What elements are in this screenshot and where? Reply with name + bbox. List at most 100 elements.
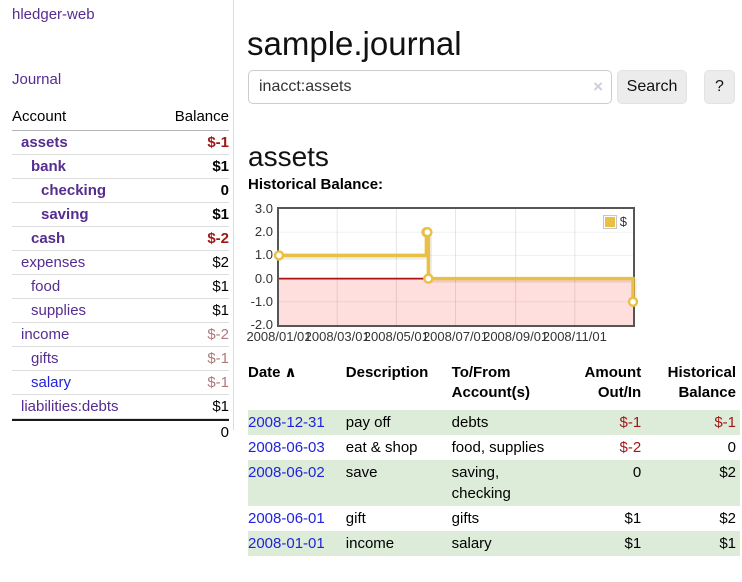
account-row-supplies[interactable]: supplies $1 [12,299,229,323]
search-form: × Search ? [248,70,735,104]
transaction-date-link[interactable]: 2008-06-01 [248,510,325,527]
account-balance: $1 [212,206,229,223]
account-balance: $-1 [207,350,229,367]
transaction-description: eat & shop [345,439,418,456]
account-balance: $1 [212,278,229,295]
account-balance: $-2 [207,326,229,343]
transaction-date-link[interactable]: 2008-06-02 [248,464,325,481]
transaction-balance: $2 [719,464,736,481]
account-link[interactable]: gifts [31,350,59,367]
account-balance: $-1 [207,374,229,391]
account-row-food[interactable]: food $1 [12,275,229,299]
account-row-salary[interactable]: salary $-1 [12,371,229,395]
transaction-date-link[interactable]: 2008-12-31 [248,414,325,431]
sort-ascending-icon: ∧ [284,364,297,381]
transaction-row[interactable]: 2008-06-03 eat & shop food, supplies $-2… [248,435,740,460]
description-column-header: Description [345,364,429,381]
x-tick-label: 2008/03/01 [304,329,370,344]
transaction-balance: $1 [719,535,736,552]
account-row-saving[interactable]: saving $1 [12,203,229,227]
transaction-accounts: gifts [451,510,480,527]
y-tick-label: 3.0 [254,201,273,216]
account-link[interactable]: saving [41,206,89,223]
transaction-accounts: saving, checking [451,464,511,502]
transaction-amount: $-1 [619,414,642,431]
app-brand-link[interactable]: hledger-web [12,6,95,23]
account-link[interactable]: cash [31,230,66,247]
transaction-amount: $1 [624,510,642,527]
account-row-gifts[interactable]: gifts $-1 [12,347,229,371]
account-balance: $1 [212,398,229,415]
account-link[interactable]: salary [31,374,72,391]
transaction-description: gift [345,510,366,527]
transaction-amount: $-2 [619,439,642,456]
account-link[interactable]: bank [31,158,67,175]
balance-column-header: Historical Balance [667,364,736,401]
account-row-assets[interactable]: assets $-1 [12,131,229,155]
transaction-row[interactable]: 2008-12-31 pay off debts $-1 $-1 [248,410,740,435]
x-tick-label: 2008/05/01 [363,329,429,344]
account-link[interactable]: liabilities:debts [21,398,119,415]
transaction-accounts: debts [451,414,489,431]
account-row-bank[interactable]: bank $1 [12,155,229,179]
account-balance-table: Account Balance assets $-1 bank $1 check… [12,105,229,444]
date-column-header[interactable]: Date ∧ [248,364,297,381]
transaction-date-link[interactable]: 2008-01-01 [248,535,325,552]
y-tick-label: -1.0 [250,293,273,309]
transaction-row[interactable]: 2008-06-02 save saving, checking 0 $2 [248,460,740,506]
legend-label: $ [619,214,627,229]
y-tick-label: 1.0 [254,247,273,263]
account-link[interactable]: expenses [21,254,86,271]
transaction-balance: $2 [719,510,736,527]
chart-legend: $ [600,213,629,230]
accounts-column-header: To/From Account(s) [451,364,530,401]
account-link[interactable]: assets [21,134,68,151]
balance-column-header: Balance [174,108,229,125]
account-row-income[interactable]: income $-2 [12,323,229,347]
chart-y-axis: 3.0 2.0 1.0 0.0 -1.0 -2.0 [245,201,273,348]
y-tick-label: -2.0 [250,317,273,332]
transaction-row[interactable]: 2008-06-01 gift gifts $1 $2 [248,506,740,531]
account-row-cash[interactable]: cash $-2 [12,227,229,251]
account-link[interactable]: supplies [31,302,87,319]
register-header-row: Date ∧ Description To/From Account(s) Amo… [248,362,740,410]
account-link[interactable]: food [31,278,61,295]
clear-search-icon[interactable]: × [593,77,603,96]
account-link[interactable]: income [21,326,70,343]
account-row-liabilities-debts[interactable]: liabilities:debts $1 [12,395,229,419]
chart-title: Historical Balance: [248,176,384,193]
account-balance: 0 [220,182,229,199]
transaction-balance: 0 [727,439,736,456]
account-column-header: Account [12,108,67,125]
accounts-total: 0 [12,419,229,444]
transaction-amount: 0 [632,464,642,481]
transaction-description: pay off [345,414,391,431]
y-tick-label: 2.0 [254,224,273,240]
historical-balance-chart: 3.0 2.0 1.0 0.0 -1.0 -2.0 $ 2008/01/01 2008/03… [245,201,642,348]
y-tick-label: 0.0 [254,270,273,286]
legend-swatch-icon [602,214,617,229]
x-tick-label: 2008/11/01 [542,329,607,344]
account-row-checking[interactable]: checking 0 [12,179,229,203]
chart-plot: $ [273,207,639,327]
register-table: Date ∧ Description To/From Account(s) Amo… [248,362,740,556]
transaction-row[interactable]: 2008-01-01 income salary $1 $1 [248,531,740,556]
x-tick-label: 2008/01/01 [246,329,312,344]
search-input[interactable] [248,70,612,104]
search-button[interactable]: Search [617,70,687,104]
transaction-accounts: food, supplies [451,439,545,456]
transaction-description: income [345,535,395,552]
transaction-amount: $1 [624,535,642,552]
account-row-expenses[interactable]: expenses $2 [12,251,229,275]
x-tick-label: 2008/09/01 [483,329,549,344]
transaction-date-link[interactable]: 2008-06-03 [248,439,325,456]
account-table-header: Account Balance [12,105,229,131]
sidebar-item-journal[interactable]: Journal [12,71,62,88]
help-button[interactable]: ? [704,70,735,104]
account-balance: $2 [212,254,229,271]
transaction-description: save [345,464,378,481]
account-balance: $-1 [207,134,229,151]
account-balance: $1 [212,302,229,319]
account-link[interactable]: checking [41,182,107,199]
account-balance: $1 [212,158,229,175]
